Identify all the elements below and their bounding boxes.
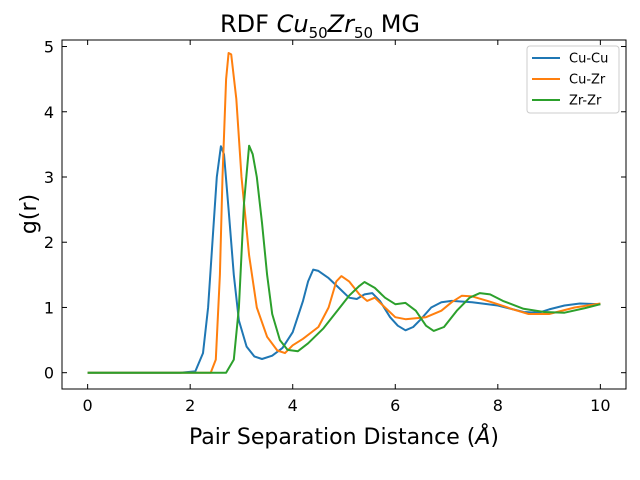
legend-box [526, 45, 620, 114]
legend-label-zr-zr: Zr-Zr [569, 94, 602, 109]
series-line-cu-zr [87, 52, 601, 374]
y-axis-title: g(r) [17, 194, 42, 234]
series-line-cu-cu [87, 145, 601, 374]
y-tick-label: 0 [44, 364, 54, 383]
x-tick-label: 0 [83, 396, 93, 415]
x-axis-title: Pair Separation Distance (Å) [189, 423, 499, 450]
x-tick-label: 10 [590, 396, 610, 415]
axis-ticks: 0 2 4 6 8 10 0 1 2 3 4 5 [44, 38, 626, 415]
y-tick-label: 2 [44, 233, 54, 252]
legend-label-cu-cu: Cu-Cu [569, 52, 608, 67]
x-tick-label: 4 [288, 396, 298, 415]
y-tick-label: 5 [44, 38, 54, 57]
y-tick-label: 1 [44, 298, 54, 317]
x-tick-label: 8 [493, 396, 503, 415]
chart-title: RDF Cu50Zr50 MG [220, 10, 420, 42]
plot-frame [61, 39, 627, 390]
plot-lines [87, 52, 601, 374]
y-tick-label: 4 [44, 103, 54, 122]
x-tick-label: 2 [185, 396, 195, 415]
x-tick-label: 6 [390, 396, 400, 415]
legend-label-cu-zr: Cu-Zr [569, 73, 606, 88]
series-line-zr-zr [87, 144, 601, 374]
y-tick-label: 3 [44, 168, 54, 187]
legend: Cu-Cu Cu-Zr Zr-Zr [526, 45, 620, 114]
